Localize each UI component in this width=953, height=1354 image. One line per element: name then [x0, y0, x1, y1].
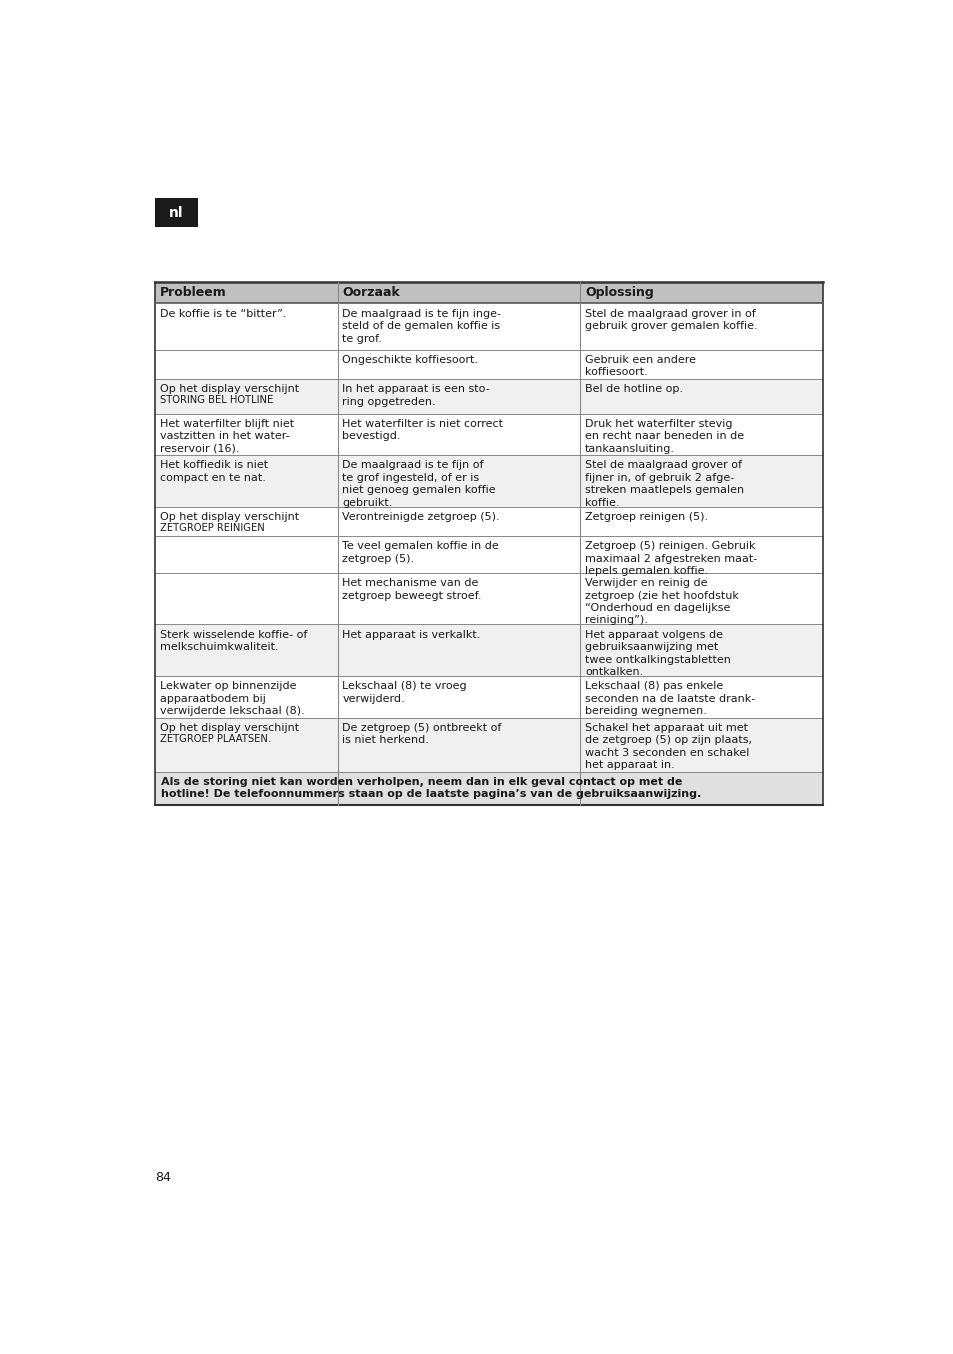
Text: Probleem: Probleem	[159, 286, 226, 299]
Bar	[154, 455, 822, 506]
Text: Schakel het apparaat uit met
de zetgroep (5) op zijn plaats,
wacht 3 seconden en: Schakel het apparaat uit met de zetgroep…	[584, 723, 751, 770]
Text: Ongeschikte koffiesoort.: Ongeschikte koffiesoort.	[342, 355, 478, 366]
Text: Gebruik een andere
koffiesoort.: Gebruik een andere koffiesoort.	[584, 355, 696, 378]
Text: Oorzaak: Oorzaak	[342, 286, 399, 299]
Bar	[154, 506, 822, 536]
Bar	[154, 536, 822, 573]
Bar	[154, 676, 822, 718]
Text: Zetgroep (5) reinigen. Gebruik
maximaal 2 afgestreken maat-
lepels gemalen koffi: Zetgroep (5) reinigen. Gebruik maximaal …	[584, 542, 757, 575]
Text: Stel de maalgraad grover in of
gebruik grover gemalen koffie.: Stel de maalgraad grover in of gebruik g…	[584, 309, 757, 332]
Text: Verwijder en reinig de
zetgroep (zie het hoofdstuk
“Onderhoud en dagelijkse
rein: Verwijder en reinig de zetgroep (zie het…	[584, 578, 739, 626]
Text: Het apparaat volgens de
gebruiksaanwijzing met
twee ontkalkingstabletten
ontkalk: Het apparaat volgens de gebruiksaanwijzi…	[584, 630, 730, 677]
Bar	[154, 349, 822, 379]
Text: Te veel gemalen koffie in de
zetgroep (5).: Te veel gemalen koffie in de zetgroep (5…	[342, 542, 498, 563]
Bar	[154, 303, 822, 349]
Text: 84: 84	[154, 1171, 171, 1185]
Bar	[154, 718, 822, 772]
Text: Oplossing: Oplossing	[584, 286, 653, 299]
Text: De maalgraad is te fijn inge-
steld of de gemalen koffie is
te grof.: De maalgraad is te fijn inge- steld of d…	[342, 309, 501, 344]
Text: Als de storing niet kan worden verholpen, neem dan in elk geval contact op met d: Als de storing niet kan worden verholpen…	[161, 777, 681, 787]
Text: De maalgraad is te fijn of
te grof ingesteld, of er is
niet genoeg gemalen koffi: De maalgraad is te fijn of te grof inges…	[342, 460, 496, 508]
Bar	[154, 413, 822, 455]
Text: Het mechanisme van de
zetgroep beweegt stroef.: Het mechanisme van de zetgroep beweegt s…	[342, 578, 481, 601]
Text: Op het display verschijnt: Op het display verschijnt	[159, 723, 298, 733]
Bar	[154, 282, 822, 303]
Text: In het apparaat is een sto-
ring opgetreden.: In het apparaat is een sto- ring opgetre…	[342, 385, 490, 406]
Text: Het waterfilter is niet correct
bevestigd.: Het waterfilter is niet correct bevestig…	[342, 418, 503, 441]
Text: hotline! De telefoonnummers staan op de laatste pagina’s van de gebruiksaanwijzi: hotline! De telefoonnummers staan op de …	[161, 789, 700, 799]
Text: Het apparaat is verkalkt.: Het apparaat is verkalkt.	[342, 630, 480, 640]
Text: STORING BEL HOTLINE: STORING BEL HOTLINE	[159, 395, 273, 405]
Text: Lekschaal (8) te vroeg
verwijderd.: Lekschaal (8) te vroeg verwijderd.	[342, 681, 467, 704]
Text: Op het display verschijnt: Op het display verschijnt	[159, 385, 298, 394]
Text: Op het display verschijnt: Op het display verschijnt	[159, 512, 298, 523]
Text: Lekwater op binnenzijde
apparaatbodem bij
verwijderde lekschaal (8).: Lekwater op binnenzijde apparaatbodem bi…	[159, 681, 304, 716]
Text: Het koffiedik is niet
compact en te nat.: Het koffiedik is niet compact en te nat.	[159, 460, 268, 483]
Bar	[154, 198, 198, 227]
Text: De zetgroep (5) ontbreekt of
is niet herkend.: De zetgroep (5) ontbreekt of is niet her…	[342, 723, 501, 746]
Text: Verontreinigde zetgroep (5).: Verontreinigde zetgroep (5).	[342, 512, 499, 523]
Text: ZETGROEP REINIGEN: ZETGROEP REINIGEN	[159, 523, 264, 533]
Text: Sterk wisselende koffie- of
melkschuimkwaliteit.: Sterk wisselende koffie- of melkschuimkw…	[159, 630, 307, 653]
Text: Het waterfilter blijft niet
vastzitten in het water-
reservoir (16).: Het waterfilter blijft niet vastzitten i…	[159, 418, 294, 454]
Bar	[154, 573, 822, 624]
Text: Druk het waterfilter stevig
en recht naar beneden in de
tankaansluiting.: Druk het waterfilter stevig en recht naa…	[584, 418, 743, 454]
Text: Lekschaal (8) pas enkele
seconden na de laatste drank-
bereiding wegnemen.: Lekschaal (8) pas enkele seconden na de …	[584, 681, 755, 716]
Text: Stel de maalgraad grover of
fijner in, of gebruik 2 afge-
streken maatlepels gem: Stel de maalgraad grover of fijner in, o…	[584, 460, 743, 508]
Bar	[154, 379, 822, 413]
Text: ZETGROEP PLAATSEN.: ZETGROEP PLAATSEN.	[159, 734, 271, 745]
Text: De koffie is te “bitter”.: De koffie is te “bitter”.	[159, 309, 286, 318]
Bar	[154, 772, 822, 806]
Text: Zetgroep reinigen (5).: Zetgroep reinigen (5).	[584, 512, 707, 523]
Text: Bel de hotline op.: Bel de hotline op.	[584, 385, 682, 394]
Text: nl: nl	[170, 206, 184, 219]
Bar	[154, 624, 822, 676]
